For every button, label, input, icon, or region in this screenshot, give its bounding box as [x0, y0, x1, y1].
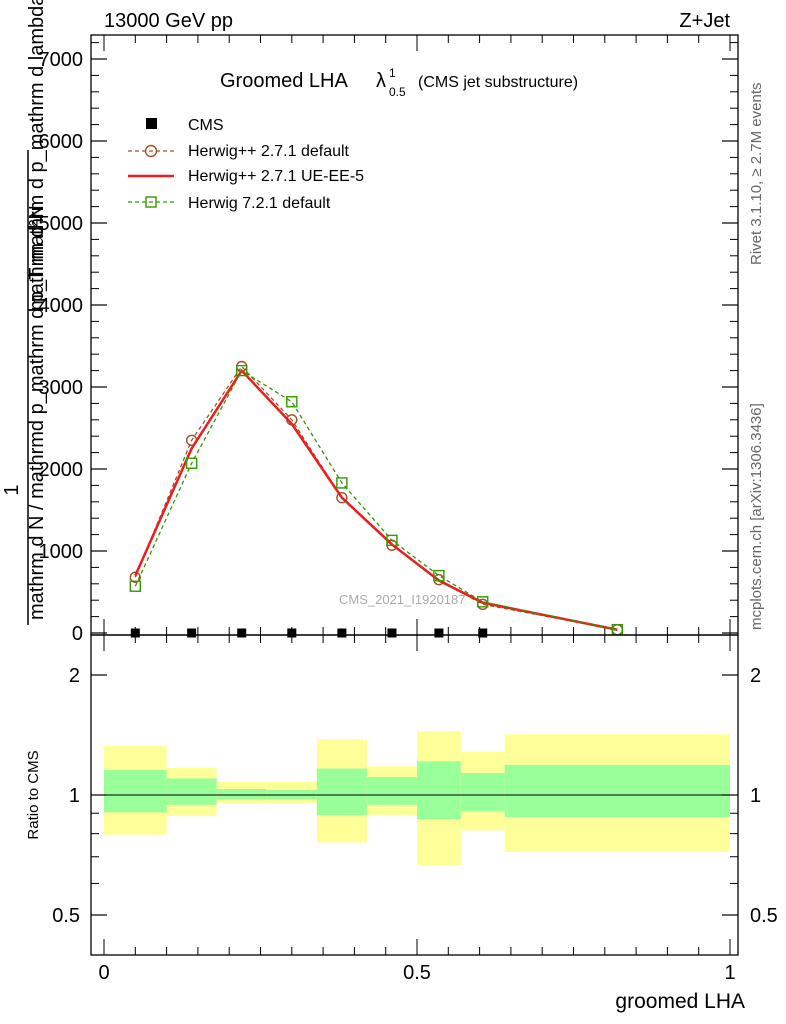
ratio-y-tick-label: 0.5	[52, 905, 80, 927]
legend-herwig7-label: Herwig 7.2.1 default	[188, 195, 331, 212]
main-axis-ticks	[91, 35, 738, 635]
legend-herwig-default-marker	[144, 144, 158, 158]
ratio-band-green	[366, 776, 417, 805]
legend-herwig-ueee5-label: Herwig++ 2.7.1 UE-EE-5	[188, 168, 364, 185]
title-sup: 1	[389, 66, 396, 80]
ratio-band-green	[417, 761, 461, 820]
process-label: Z+Jet	[679, 10, 730, 32]
y-axis-label-den: mathrm d N / mathrmd p_mathrm d p_T math…	[26, 0, 48, 620]
ratio-band-green	[166, 778, 217, 805]
ratio-y-axis-label: Ratio to CMS	[25, 750, 42, 839]
cms-data-point	[337, 628, 347, 638]
ratio-y-tick-label-right: 2	[750, 665, 761, 687]
x-tick-label: 1	[724, 962, 735, 984]
cms-data-point	[387, 628, 397, 638]
plot-title: Groomed LHA λ 1 0.5 (CMS jet substructur…	[220, 66, 578, 99]
ratio-y-tick-label-right: 0.5	[750, 905, 778, 927]
x-tick-labels: 0 0.5 1	[98, 962, 735, 984]
title-subtitle: (CMS jet substructure)	[418, 74, 578, 91]
legend-herwig7-marker	[145, 196, 157, 208]
analysis-watermark: CMS_2021_I1920187	[339, 592, 466, 607]
series-line-3	[134, 369, 618, 631]
series-line-2	[134, 368, 618, 631]
main-y-tick-label: 0	[72, 623, 83, 645]
cms-data-point	[237, 628, 247, 638]
series-point-3	[129, 580, 142, 592]
main-y-tick-label: 7000	[39, 49, 84, 71]
title-symbol: λ	[376, 70, 386, 92]
series-line-1	[134, 365, 618, 631]
main-y-tick-label: 5000	[39, 213, 84, 235]
ratio-y-tick-label: 1	[69, 785, 80, 807]
main-y-tick-labels: 0 1000 2000 3000 4000 5000 6000 7000	[39, 49, 84, 645]
main-y-tick-label: 1000	[39, 541, 84, 563]
legend-cms-marker	[146, 118, 157, 129]
main-y-tick-label: 2000	[39, 459, 84, 481]
series-point-3	[386, 534, 398, 547]
series-point-3	[433, 569, 445, 582]
ratio-band-green	[216, 789, 267, 800]
title-text: Groomed LHA	[220, 70, 348, 92]
cms-data-point	[187, 628, 197, 638]
main-y-axis-label: mathrm d²N 1 mathrm d N / mathrmd p_math…	[1, 0, 48, 625]
series-point-1	[336, 492, 348, 504]
ratio-band-green	[316, 768, 367, 816]
ratio-uncertainty-bands	[104, 731, 730, 866]
ratio-band-green	[104, 770, 167, 813]
x-axis-label: groomed LHA	[615, 990, 745, 1013]
main-y-tick-label: 3000	[39, 377, 84, 399]
legend-herwig-default-label: Herwig++ 2.7.1 default	[188, 143, 350, 160]
mcplots-credit-label: mcplots.cern.ch [arXiv:1306.3436]	[748, 403, 765, 630]
ratio-band-green	[504, 764, 730, 818]
cms-data-point	[478, 628, 488, 638]
rivet-version-label: Rivet 3.1.10, ≥ 2.7M events	[748, 83, 765, 266]
series-point-3	[286, 396, 298, 408]
y-axis-label-frac-num: mathrm d²N	[26, 205, 48, 311]
series-point-1	[129, 571, 142, 583]
ratio-y-tick-label: 2	[69, 665, 80, 687]
cms-data-point	[287, 628, 297, 638]
ratio-band-green	[460, 773, 505, 812]
main-y-tick-label: 6000	[39, 131, 84, 153]
main-y-tick-label: 4000	[39, 295, 84, 317]
cms-data-point	[434, 628, 444, 638]
x-tick-label: 0.5	[403, 962, 431, 984]
title-sub: 0.5	[389, 85, 406, 99]
y-axis-label-num: 1	[1, 484, 23, 495]
main-series-group	[129, 360, 624, 638]
series-point-3	[336, 477, 348, 489]
legend: CMS Herwig++ 2.7.1 default Herwig++ 2.7.…	[128, 117, 364, 212]
cms-data-point	[130, 628, 140, 638]
legend-cms-label: CMS	[188, 117, 224, 134]
series-point-3	[185, 457, 198, 469]
energy-label: 13000 GeV pp	[104, 10, 233, 32]
ratio-axis-ticks	[91, 635, 738, 955]
series-point-3	[236, 364, 248, 377]
ratio-y-tick-label-right: 1	[750, 785, 761, 807]
x-tick-label: 0	[98, 962, 109, 984]
series-point-3	[477, 596, 489, 608]
ratio-y-tick-labels: 0.5 0.5 1 1 2 2	[52, 665, 778, 927]
